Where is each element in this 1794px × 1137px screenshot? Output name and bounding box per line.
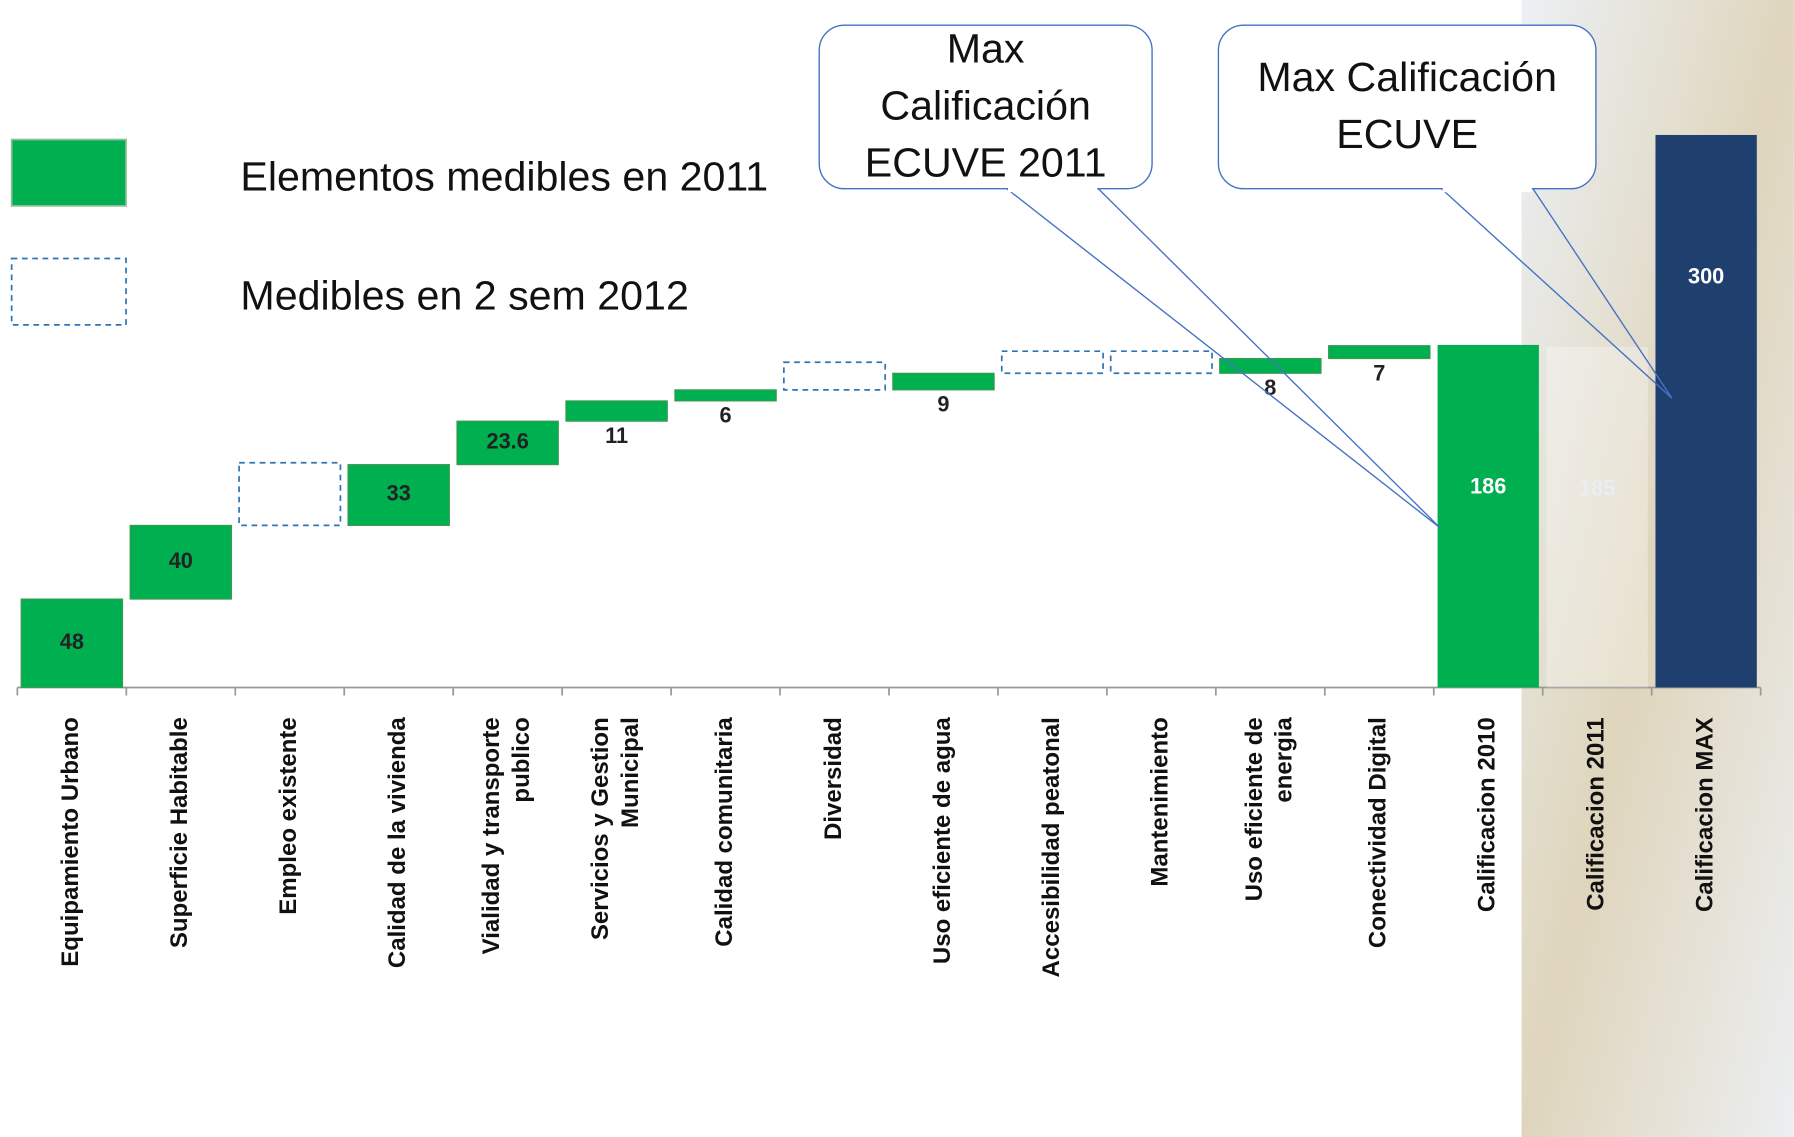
callout-text: Calificación — [880, 83, 1090, 129]
x-tick-label: Calificacion 2010 — [1474, 717, 1501, 912]
value-label: 300 — [1688, 264, 1724, 289]
x-tick-label: Mantenimiento — [1147, 717, 1174, 886]
callout-box — [818, 24, 1153, 190]
x-tick-label: Accesibilidad peatonal — [1038, 717, 1065, 977]
total-bar — [1655, 134, 1757, 688]
bar — [129, 524, 233, 600]
x-tick-label: publico — [508, 717, 535, 802]
pending-box — [1109, 350, 1213, 375]
pending-box — [1000, 350, 1104, 375]
x-tick-label: Uso eficiente de agua — [929, 717, 956, 965]
x-tick-label: Uso eficiente de — [1241, 717, 1268, 901]
plot: 48 Equipamiento Urbano 40 Superficie Habita… — [16, 134, 1762, 977]
callout-tail — [1441, 188, 1673, 399]
value-label: 7 — [1373, 360, 1385, 385]
callout-join — [1007, 183, 1098, 193]
value-label: 11 — [605, 423, 628, 448]
bar — [1219, 357, 1322, 374]
x-tick-label: Calificacion MAX — [1691, 717, 1718, 912]
callout-join — [1442, 183, 1532, 193]
legend-swatch — [10, 257, 127, 326]
x-tick-label: Servicios y Gestion — [587, 717, 614, 940]
x-tick-label: Vialidad y transporte — [478, 717, 505, 954]
value-label: 185 — [1579, 475, 1615, 500]
x-tick-label: Equipamiento Urbano — [57, 717, 84, 967]
bar — [674, 389, 777, 402]
value-label: 8 — [1264, 375, 1276, 400]
x-tick-label: Empleo existente — [275, 717, 302, 915]
bar — [1328, 345, 1431, 360]
callout-text: Max — [947, 25, 1025, 71]
legend-label: Medibles en 2 sem 2012 — [240, 272, 688, 318]
total-bar — [1437, 344, 1539, 688]
x-tick-label: Calificacion 2011 — [1583, 717, 1610, 911]
bar — [565, 400, 668, 422]
callout-text: Max Calificación — [1257, 54, 1557, 100]
value-label: 40 — [169, 548, 193, 573]
legend-label: Elementos medibles en 2011 — [240, 153, 768, 199]
value-label: 33 — [387, 481, 411, 506]
x-tick-label: Conectividad Digital — [1365, 717, 1392, 948]
callout-text: ECUVE 2011 — [865, 140, 1107, 186]
bar — [20, 598, 124, 689]
callout-tail — [1006, 188, 1441, 529]
bar — [892, 372, 995, 391]
legend: Elementos medibles en 2011 Medibles en 2 … — [10, 138, 768, 326]
x-tick-label: Calidad de la vivienda — [384, 717, 411, 969]
total-bar — [1546, 346, 1648, 688]
x-tick-label: Municipal — [617, 717, 644, 828]
value-label: 23.6 — [487, 429, 529, 454]
bar — [456, 420, 559, 466]
pending-box — [782, 361, 887, 391]
bar — [347, 464, 450, 526]
callout-box — [1217, 24, 1597, 190]
x-tick-label: Superficie Habitable — [166, 717, 193, 948]
value-label: 6 — [720, 403, 732, 428]
value-label: 9 — [937, 392, 949, 417]
x-tick-label: Diversidad — [820, 717, 847, 840]
value-label: 48 — [60, 629, 84, 654]
pending-box — [238, 461, 342, 527]
x-tick-label: Calidad comunitaria — [711, 717, 738, 947]
legend-swatch — [10, 138, 127, 207]
value-label: 186 — [1470, 474, 1506, 499]
annotations: Max Calificación ECUVE 2011 Max Calificació… — [818, 24, 1673, 529]
x-tick-label: energia — [1271, 717, 1298, 803]
callout-text: ECUVE — [1336, 111, 1478, 157]
